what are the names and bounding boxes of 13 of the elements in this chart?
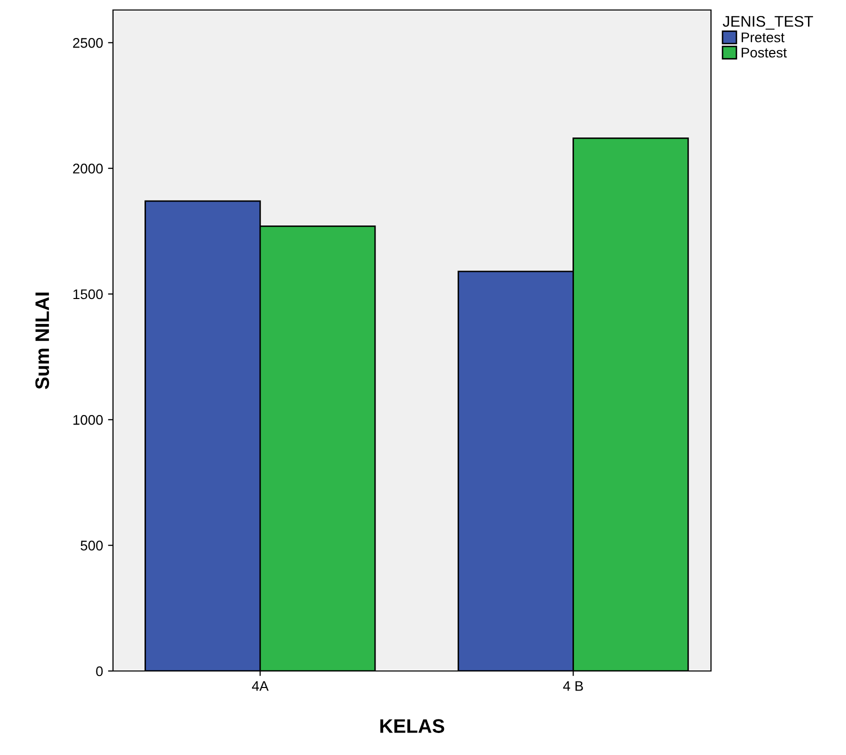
x-tick-label: 4A [252, 681, 269, 691]
x-tick-label: 4 B [563, 681, 583, 691]
x-axis-title: KELAS [380, 719, 444, 733]
y-axis-title: Sum NILAI [35, 292, 50, 390]
y-tick-label: 2500 [73, 38, 103, 48]
y-tick-label: 1000 [73, 415, 103, 425]
legend-label: Pretest [742, 32, 784, 42]
y-tick-label: 2000 [73, 164, 103, 174]
legend-label: Postest [742, 48, 787, 58]
y-tick-label: 1500 [73, 289, 103, 300]
legend-title: JENIS_TEST [722, 16, 814, 30]
y-tick-label: 500 [80, 540, 103, 551]
y-tick-label: 0 [96, 666, 103, 676]
